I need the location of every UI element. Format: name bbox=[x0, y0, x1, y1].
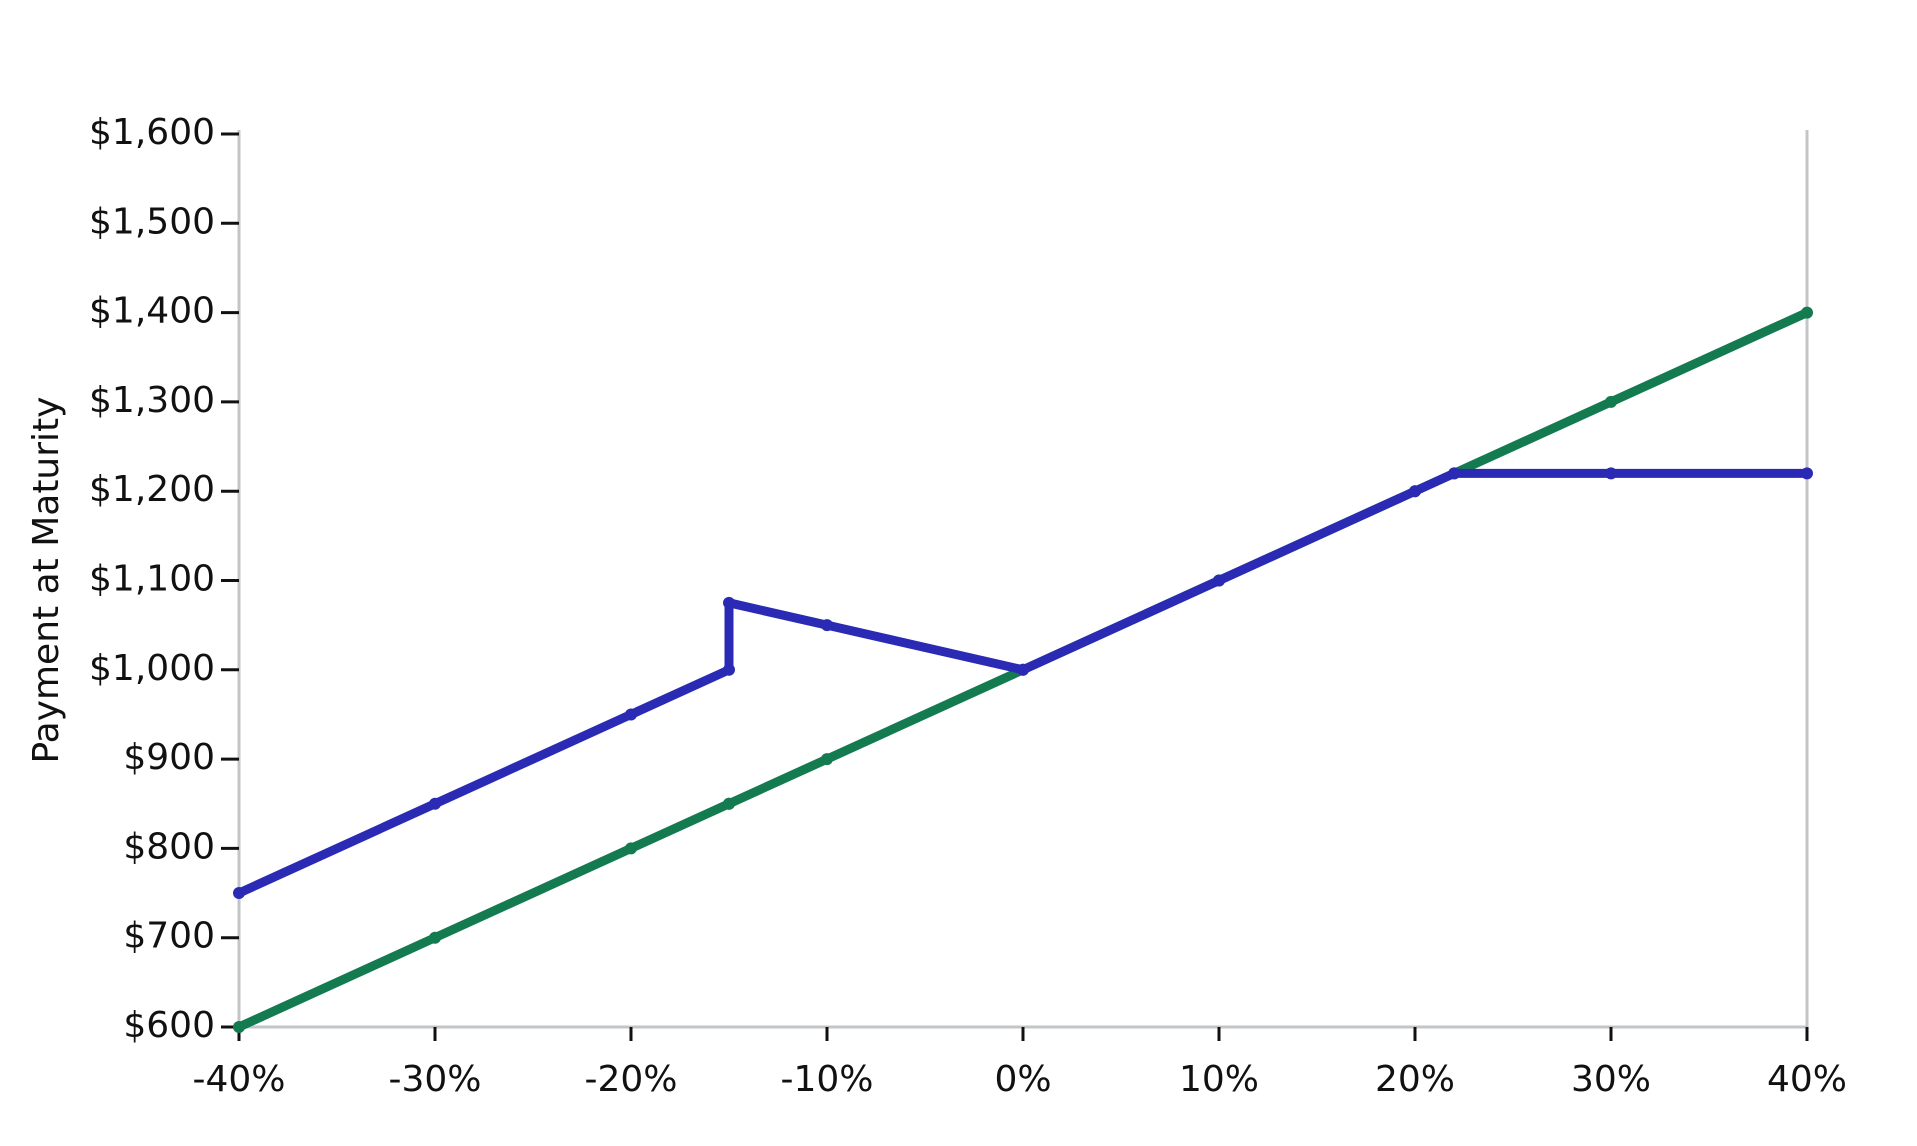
y-tick-label: $600 bbox=[123, 1005, 215, 1046]
x-tick-label: -10% bbox=[780, 1059, 873, 1100]
x-tick-label: 20% bbox=[1375, 1059, 1455, 1100]
x-tick-label: 30% bbox=[1571, 1059, 1651, 1100]
y-tick-label: $1,000 bbox=[89, 648, 215, 689]
x-tick-label: 40% bbox=[1767, 1059, 1847, 1100]
x-tick-label: -40% bbox=[192, 1059, 285, 1100]
x-tick-label: 0% bbox=[994, 1059, 1051, 1100]
series-marker bbox=[723, 663, 735, 676]
series-marker bbox=[723, 797, 735, 810]
series-marker bbox=[1605, 467, 1617, 480]
series-marker bbox=[1213, 574, 1225, 587]
series-marker bbox=[1801, 306, 1813, 319]
series-marker bbox=[1017, 663, 1029, 676]
y-tick-label: $1,600 bbox=[89, 112, 215, 153]
series-marker bbox=[1605, 395, 1617, 408]
y-tick-label: $800 bbox=[123, 826, 215, 867]
series-marker bbox=[1801, 467, 1813, 480]
y-tick-label: $1,300 bbox=[89, 380, 215, 421]
series-marker bbox=[625, 708, 637, 721]
x-tick-label: 10% bbox=[1179, 1059, 1259, 1100]
x-tick-label: -20% bbox=[584, 1059, 677, 1100]
series-line bbox=[234, 468, 1812, 898]
y-tick-label: $1,500 bbox=[89, 201, 215, 242]
y-tick-label: $1,200 bbox=[89, 469, 215, 510]
x-tick-label: -30% bbox=[388, 1059, 481, 1100]
series-marker bbox=[1409, 485, 1421, 498]
series-marker bbox=[429, 797, 441, 810]
y-axis-label: Payment at Maturity bbox=[26, 397, 67, 764]
y-tick-label: $700 bbox=[123, 916, 215, 957]
y-tick-label: $900 bbox=[123, 737, 215, 778]
series-marker bbox=[723, 596, 735, 609]
series-marker bbox=[233, 1021, 245, 1033]
series-marker bbox=[233, 887, 245, 900]
y-tick-label: $1,400 bbox=[89, 291, 215, 332]
series-marker bbox=[625, 842, 637, 855]
y-tick-label: $1,100 bbox=[89, 559, 215, 600]
series-marker bbox=[429, 931, 441, 944]
series-marker bbox=[1448, 467, 1461, 480]
series-marker bbox=[821, 619, 833, 632]
series-marker bbox=[821, 753, 833, 766]
